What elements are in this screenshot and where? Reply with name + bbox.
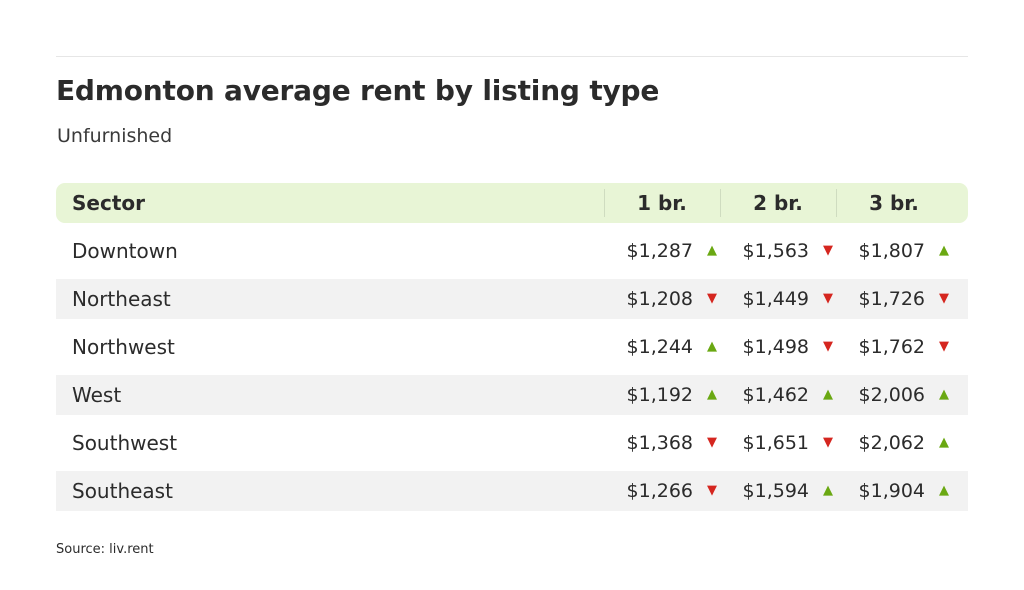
header-3br: 3 br.: [869, 191, 919, 215]
triangle-down-icon: ▼: [707, 291, 717, 306]
triangle-up-icon: ▲: [823, 483, 833, 498]
rent-value-2br: $1,462: [742, 384, 809, 406]
header-2br: 2 br.: [753, 191, 803, 215]
triangle-down-icon: ▼: [939, 291, 949, 306]
triangle-down-icon: ▼: [707, 435, 717, 450]
rent-value-3br: $1,807: [858, 240, 925, 262]
table-header: Sector 1 br. 2 br. 3 br.: [56, 183, 968, 223]
rent-value-2br: $1,563: [742, 240, 809, 262]
rent-value-2br: $1,449: [742, 288, 809, 310]
triangle-up-icon: ▲: [939, 483, 949, 498]
table-row: Northeast $1,208 ▼ $1,449 ▼ $1,726 ▼: [56, 279, 968, 319]
rent-value-3br: $1,904: [858, 480, 925, 502]
header-1br: 1 br.: [637, 191, 687, 215]
chart-title: Edmonton average rent by listing type: [56, 74, 660, 107]
rent-value-1br: $1,192: [626, 384, 693, 406]
source-note: Source: liv.rent: [56, 542, 154, 557]
chart-subtitle: Unfurnished: [57, 125, 173, 147]
rent-value-3br: $1,726: [858, 288, 925, 310]
rent-value-3br: $2,006: [858, 384, 925, 406]
rent-value-3br: $2,062: [858, 432, 925, 454]
rent-value-2br: $1,498: [742, 336, 809, 358]
triangle-down-icon: ▼: [823, 435, 833, 450]
triangle-up-icon: ▲: [939, 387, 949, 402]
table-row: Southeast $1,266 ▼ $1,594 ▲ $1,904 ▲: [56, 471, 968, 511]
triangle-down-icon: ▼: [939, 339, 949, 354]
sector-name: Downtown: [72, 239, 178, 263]
header-separator: [720, 189, 721, 217]
triangle-down-icon: ▼: [823, 339, 833, 354]
rent-value-1br: $1,208: [626, 288, 693, 310]
table-row: West $1,192 ▲ $1,462 ▲ $2,006 ▲: [56, 375, 968, 415]
header-separator: [604, 189, 605, 217]
rent-value-3br: $1,762: [858, 336, 925, 358]
triangle-up-icon: ▲: [823, 387, 833, 402]
rent-value-1br: $1,266: [626, 480, 693, 502]
top-divider: [56, 56, 968, 57]
header-sector: Sector: [72, 191, 145, 215]
sector-name: Southeast: [72, 479, 173, 503]
table-row: Southwest $1,368 ▼ $1,651 ▼ $2,062 ▲: [56, 423, 968, 463]
triangle-up-icon: ▲: [939, 243, 949, 258]
header-separator: [836, 189, 837, 217]
triangle-down-icon: ▼: [707, 483, 717, 498]
rent-value-1br: $1,244: [626, 336, 693, 358]
table-row: Northwest $1,244 ▲ $1,498 ▼ $1,762 ▼: [56, 327, 968, 367]
rent-table: Sector 1 br. 2 br. 3 br. Downtown $1,287 ▲…: [56, 183, 968, 511]
triangle-up-icon: ▲: [707, 339, 717, 354]
triangle-up-icon: ▲: [939, 435, 949, 450]
sector-name: West: [72, 383, 122, 407]
sector-name: Southwest: [72, 431, 178, 455]
rent-value-2br: $1,594: [742, 480, 809, 502]
rent-value-2br: $1,651: [742, 432, 809, 454]
triangle-up-icon: ▲: [707, 243, 717, 258]
rent-value-1br: $1,368: [626, 432, 693, 454]
table-row: Downtown $1,287 ▲ $1,563 ▼ $1,807 ▲: [56, 231, 968, 271]
triangle-up-icon: ▲: [707, 387, 717, 402]
triangle-down-icon: ▼: [823, 243, 833, 258]
triangle-down-icon: ▼: [823, 291, 833, 306]
rent-value-1br: $1,287: [626, 240, 693, 262]
sector-name: Northwest: [72, 335, 175, 359]
sector-name: Northeast: [72, 287, 171, 311]
